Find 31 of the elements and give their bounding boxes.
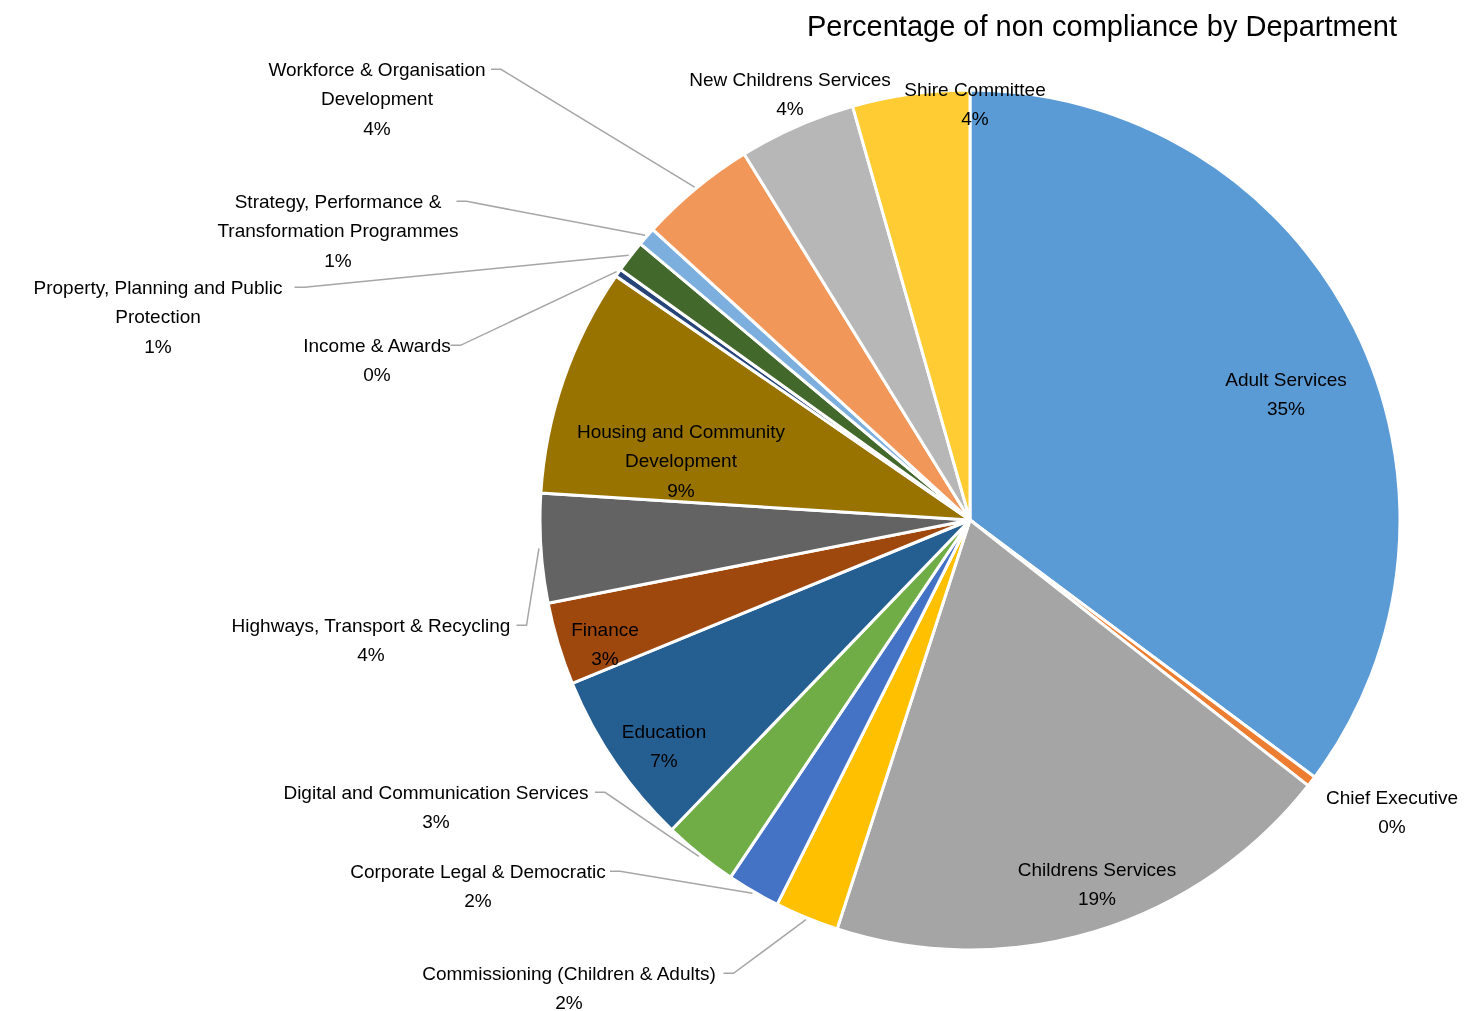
- data-label: 4%: [776, 98, 804, 120]
- slice-label: Commissioning (Children & Adults): [422, 963, 716, 984]
- slice-label: Income & Awards: [303, 335, 451, 356]
- slice-label: Finance: [571, 619, 639, 640]
- data-label: 35%: [1266, 398, 1306, 420]
- slice-label: Digital and Communication Services: [283, 782, 589, 803]
- slice-label: New Childrens Services: [689, 69, 891, 90]
- data-label: 3%: [422, 811, 450, 833]
- slice-label: Chief Executive: [1325, 787, 1459, 808]
- data-label: 3%: [591, 648, 619, 670]
- slice-label: Workforce & Organisation Development: [268, 59, 486, 110]
- data-label: 9%: [667, 479, 695, 501]
- slice-label: Housing and Community Development: [576, 421, 786, 472]
- slice-label: Property, Planning and Public Protection: [33, 277, 283, 328]
- slice-label: Adult Services: [1225, 369, 1347, 390]
- slice-label: Corporate Legal & Democratic: [350, 861, 606, 882]
- slice-label: Childrens Services: [1017, 859, 1177, 880]
- slice-label: Education: [621, 721, 707, 742]
- data-label: 0%: [363, 364, 391, 386]
- data-label: 4%: [357, 644, 385, 666]
- data-label: 1%: [324, 249, 352, 271]
- data-label: 7%: [650, 750, 678, 772]
- data-label: 19%: [1077, 888, 1117, 910]
- data-label: 2%: [464, 890, 492, 912]
- slice-label: Highways, Transport & Recycling: [231, 615, 511, 636]
- chart-title: Percentage of non compliance by Department: [806, 10, 1398, 42]
- data-label: 2%: [555, 992, 583, 1011]
- data-label: 1%: [144, 335, 172, 357]
- slice-label: Strategy, Performance & Transformation Programmes: [217, 191, 459, 242]
- data-label: 4%: [363, 117, 391, 139]
- data-label: 0%: [1378, 816, 1406, 838]
